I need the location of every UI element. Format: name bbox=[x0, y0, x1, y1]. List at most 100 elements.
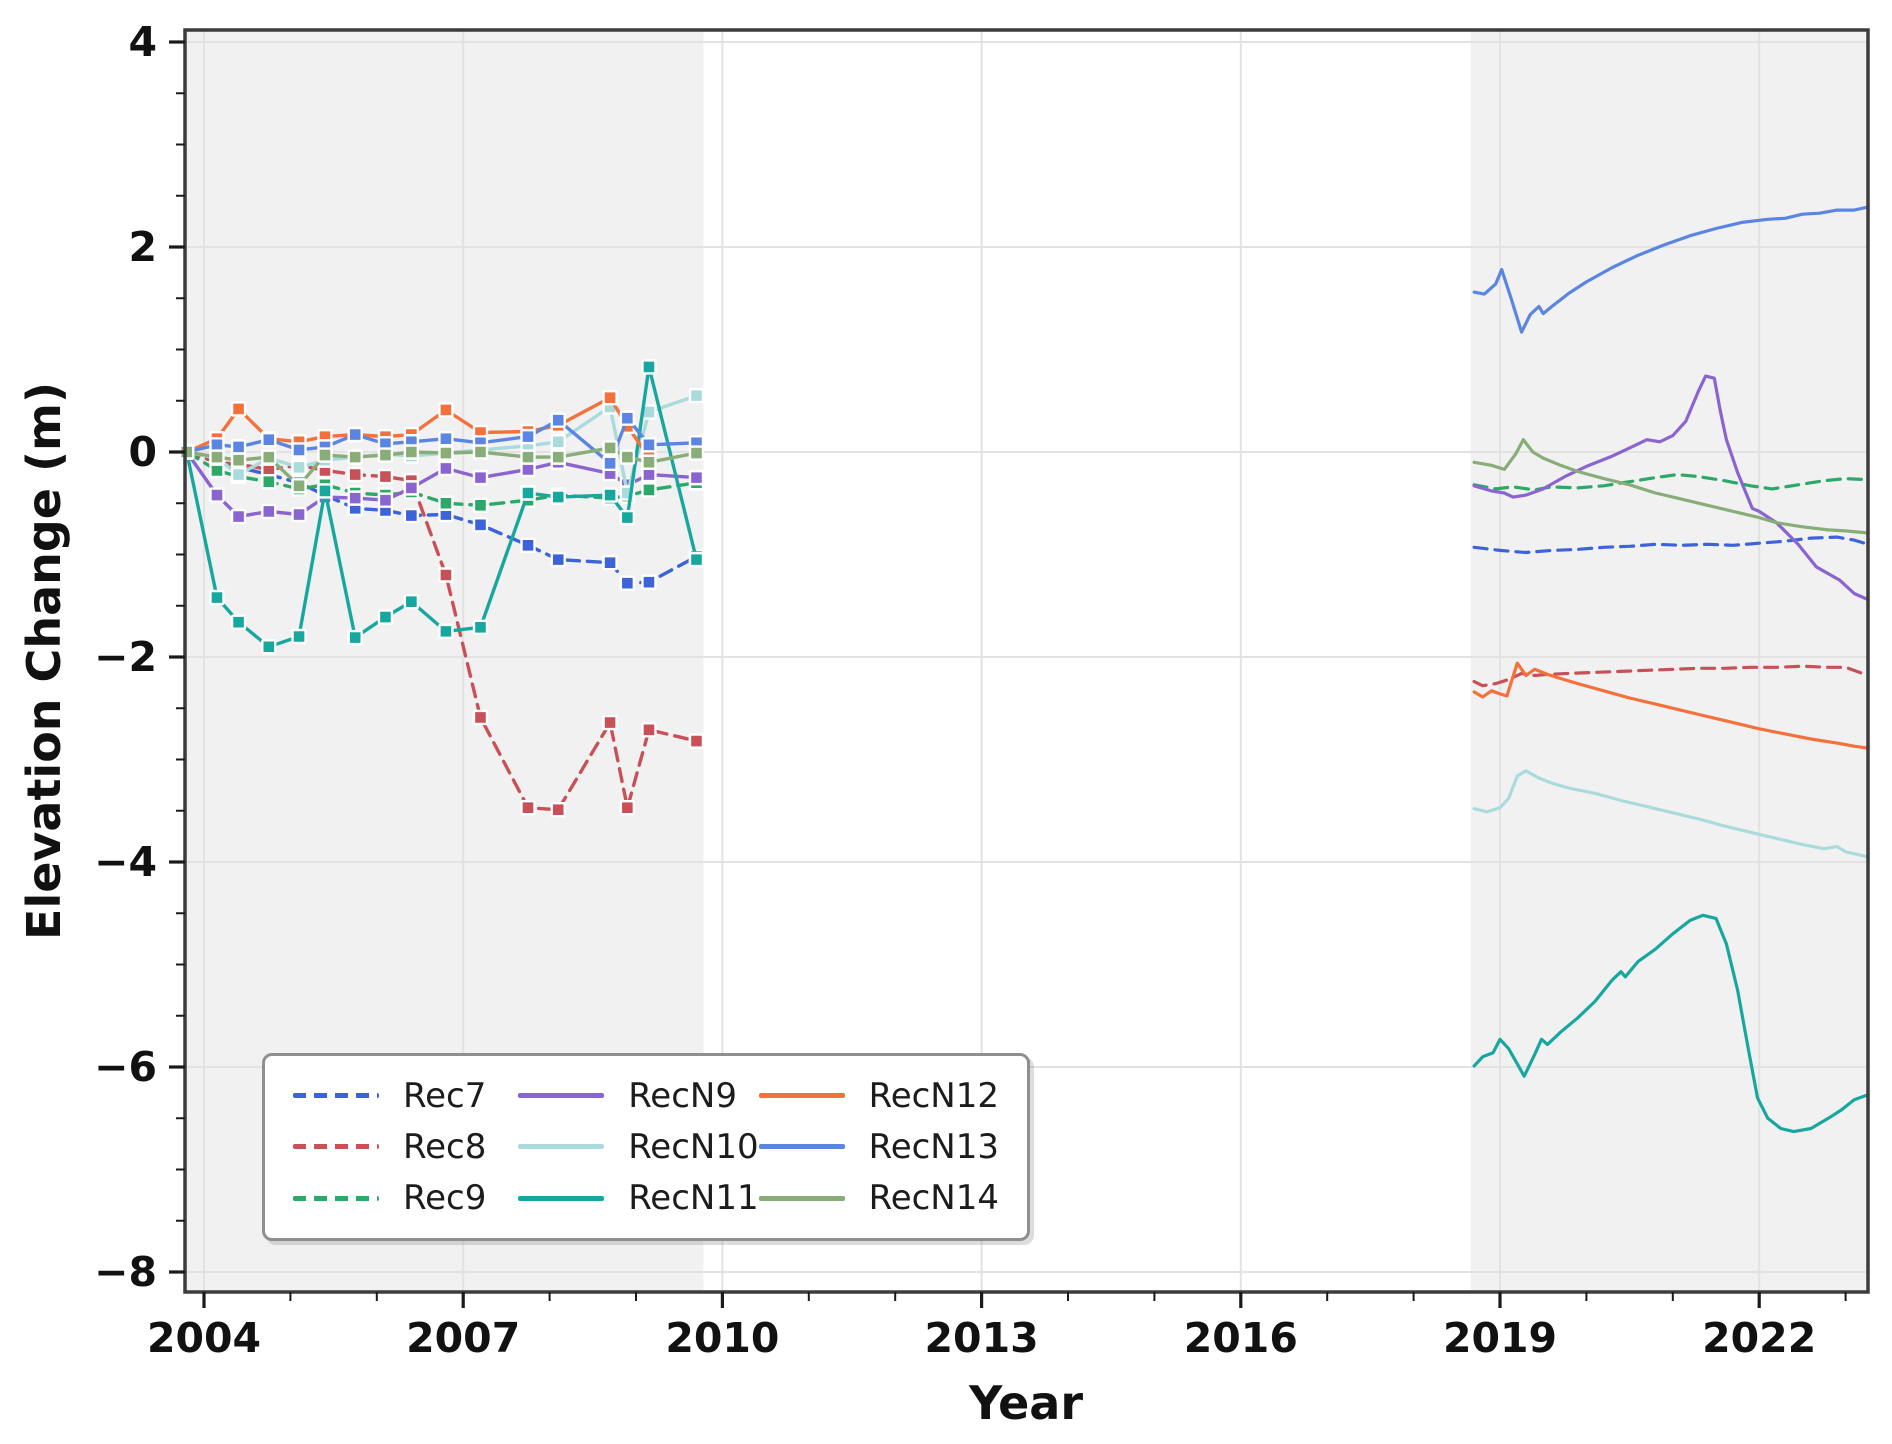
legend-label-RecN9: RecN9 bbox=[628, 1075, 737, 1116]
legend-line-sample-RecN11 bbox=[518, 1195, 605, 1201]
marker-RecN13 bbox=[619, 410, 636, 426]
legend-line-sample-RecN9 bbox=[518, 1093, 605, 1099]
marker-RecN13 bbox=[347, 426, 363, 443]
series-line-right-Rec8 bbox=[1472, 664, 1870, 688]
marker-Rec9 bbox=[209, 462, 225, 479]
x-tick-label: 2019 bbox=[1443, 1314, 1557, 1362]
marker-RecN9 bbox=[520, 461, 536, 478]
x-tick-label: 2004 bbox=[147, 1314, 261, 1362]
marker-RecN11 bbox=[261, 639, 277, 655]
marker-RecN9 bbox=[403, 480, 420, 496]
marker-RecN10 bbox=[688, 387, 705, 404]
marker-RecN14 bbox=[403, 444, 420, 460]
marker-RecN14 bbox=[377, 447, 394, 463]
marker-Rec8 bbox=[472, 709, 489, 726]
marker-RecN12 bbox=[230, 401, 247, 417]
marker-RecN14 bbox=[209, 449, 225, 465]
y-tick-label: −6 bbox=[94, 1043, 157, 1091]
marker-RecN12 bbox=[602, 389, 618, 406]
marker-RecN14 bbox=[317, 447, 333, 463]
marker-Rec8 bbox=[550, 802, 566, 818]
marker-Rec7 bbox=[550, 551, 566, 568]
marker-RecN9 bbox=[347, 490, 363, 506]
marker-RecN13 bbox=[550, 412, 566, 428]
marker-RecN12 bbox=[438, 402, 454, 418]
x-tick-label: 2016 bbox=[1184, 1314, 1298, 1362]
legend-item-Rec7: Rec7 bbox=[293, 1079, 518, 1113]
legend-line-sample-RecN10 bbox=[518, 1144, 605, 1150]
marker-RecN14 bbox=[472, 444, 489, 460]
marker-RecN11 bbox=[602, 487, 618, 503]
marker-RecN14 bbox=[261, 449, 277, 465]
marker-RecN14 bbox=[602, 440, 618, 456]
legend-line-sample-Rec7 bbox=[293, 1093, 379, 1099]
marker-RecN9 bbox=[291, 506, 307, 523]
series-line-right-RecN13 bbox=[1472, 205, 1870, 334]
marker-RecN14 bbox=[688, 445, 705, 461]
legend-label-RecN10: RecN10 bbox=[628, 1126, 759, 1167]
marker-Rec7 bbox=[472, 517, 489, 533]
y-tick-label: −8 bbox=[94, 1248, 157, 1296]
marker-Rec8 bbox=[619, 799, 636, 816]
legend-label-Rec9: Rec9 bbox=[403, 1178, 487, 1219]
legend-line-sample-RecN12 bbox=[758, 1093, 845, 1099]
legend-item-RecN10: RecN10 bbox=[518, 1126, 759, 1167]
marker-RecN14 bbox=[291, 478, 307, 494]
marker-RecN13 bbox=[230, 439, 247, 455]
plot-frame bbox=[183, 28, 1870, 1294]
legend-label-RecN13: RecN13 bbox=[868, 1126, 999, 1167]
marker-RecN10 bbox=[230, 466, 247, 483]
legend-item-RecN9: RecN9 bbox=[518, 1079, 758, 1113]
marker-RecN9 bbox=[230, 508, 247, 525]
y-tick-label: −4 bbox=[94, 838, 157, 886]
legend-item-RecN12: RecN12 bbox=[758, 1079, 999, 1113]
marker-Rec9 bbox=[261, 474, 277, 490]
marker-RecN13 bbox=[602, 455, 618, 471]
y-tick-label: 4 bbox=[128, 18, 157, 66]
legend-item-RecN13: RecN13 bbox=[758, 1126, 999, 1167]
marker-RecN14 bbox=[438, 445, 454, 461]
series-markers-RecN14 bbox=[179, 440, 705, 494]
marker-RecN13 bbox=[291, 442, 307, 458]
legend-item-RecN14: RecN14 bbox=[758, 1178, 999, 1219]
series-line-right-Rec7 bbox=[1472, 535, 1870, 555]
y-tick-label: −2 bbox=[94, 633, 157, 681]
marker-RecN13 bbox=[438, 430, 454, 447]
marker-RecN9 bbox=[688, 469, 705, 486]
marker-Rec9 bbox=[472, 497, 489, 513]
marker-RecN11 bbox=[317, 483, 333, 499]
marker-RecN9 bbox=[438, 460, 454, 477]
marker-Rec7 bbox=[619, 575, 636, 591]
marker-Rec8 bbox=[641, 722, 657, 738]
marker-Rec8 bbox=[377, 468, 394, 485]
series-line-left-RecN12 bbox=[184, 396, 651, 459]
y-tick-label: 2 bbox=[128, 223, 157, 271]
marker-RecN9 bbox=[641, 466, 657, 483]
series-line-right-RecN14 bbox=[1472, 438, 1870, 535]
marker-RecN10 bbox=[550, 434, 566, 450]
marker-RecN11 bbox=[641, 359, 657, 375]
series-line-right-Rec9 bbox=[1472, 473, 1870, 492]
series-line-right-RecN9 bbox=[1472, 374, 1870, 602]
legend-item-Rec8: Rec8 bbox=[293, 1130, 518, 1164]
x-axis-label: Year bbox=[968, 1376, 1084, 1430]
marker-Rec9 bbox=[438, 495, 454, 511]
marker-RecN11 bbox=[520, 485, 536, 501]
marker-RecN9 bbox=[261, 503, 277, 520]
legend-label-RecN11: RecN11 bbox=[628, 1178, 759, 1219]
legend-item-Rec9: Rec9 bbox=[293, 1181, 518, 1215]
legend-item-RecN11: RecN11 bbox=[518, 1178, 759, 1219]
marker-RecN14 bbox=[347, 449, 363, 465]
legend-label-Rec8: Rec8 bbox=[403, 1126, 487, 1167]
y-axis-label: Elevation Change (m) bbox=[17, 382, 71, 940]
x-tick-label: 2022 bbox=[1702, 1314, 1816, 1362]
marker-RecN10 bbox=[291, 459, 307, 476]
marker-Rec7 bbox=[602, 555, 618, 571]
y-tick-label: 0 bbox=[128, 428, 157, 476]
marker-RecN9 bbox=[472, 469, 489, 486]
legend-label-RecN14: RecN14 bbox=[868, 1178, 999, 1219]
marker-Rec8 bbox=[438, 567, 454, 583]
marker-RecN11 bbox=[377, 609, 394, 625]
